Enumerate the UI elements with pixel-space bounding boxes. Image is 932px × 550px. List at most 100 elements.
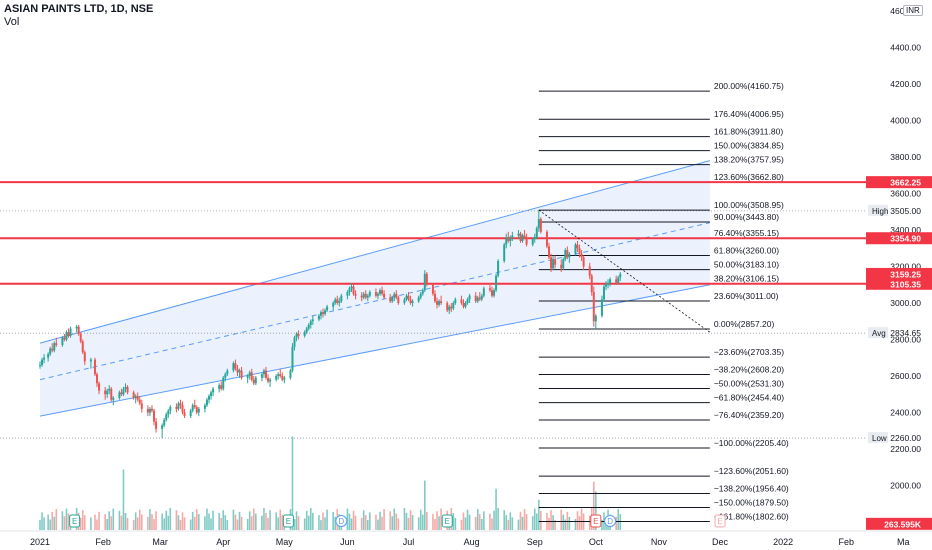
- volume-bar: [409, 510, 412, 530]
- time-tick-label: 2021: [30, 537, 50, 547]
- volume-bar: [383, 509, 385, 530]
- time-tick-label: Jul: [403, 537, 415, 547]
- volume-bar: [96, 519, 98, 530]
- candle-body: [507, 237, 510, 241]
- volume-bar: [252, 508, 255, 530]
- volume-bar: [574, 519, 577, 530]
- candle-body: [379, 290, 382, 294]
- volume-bar: [483, 511, 485, 530]
- candle-body: [311, 319, 314, 322]
- candle-body: [490, 290, 493, 296]
- price-tick-label: 3600.00: [890, 189, 921, 199]
- volume-bar: [525, 514, 528, 530]
- candle-body: [153, 410, 156, 422]
- volume-bar: [305, 510, 308, 530]
- stat-label: Avg: [872, 329, 886, 338]
- candle-body: [260, 374, 263, 378]
- volume-bar: [481, 519, 483, 530]
- volume-bar: [509, 512, 512, 530]
- time-tick-label: May: [276, 537, 294, 547]
- volume-bar: [523, 509, 526, 530]
- price-tick-label: 2200.00: [890, 444, 921, 454]
- candle-body: [446, 303, 449, 311]
- candle-body: [53, 343, 56, 351]
- volume-bar: [507, 520, 510, 530]
- candle-body: [220, 385, 223, 389]
- candle-body: [98, 383, 101, 391]
- candle-body: [433, 293, 436, 302]
- volume-bar: [393, 508, 396, 530]
- candle-body: [124, 386, 127, 389]
- fib-level-label: −161.80%(1802.60): [714, 512, 789, 522]
- volume-bar: [275, 512, 277, 530]
- price-badge-label: 3354.90: [890, 234, 921, 244]
- volume-bar: [108, 511, 111, 530]
- volume-bar: [424, 480, 426, 530]
- candle-body: [146, 408, 149, 413]
- candle-body: [150, 408, 153, 411]
- candle-body: [132, 392, 135, 398]
- candle-body: [212, 388, 215, 393]
- candle-body: [352, 286, 355, 294]
- currency-badge[interactable]: INR: [903, 5, 923, 16]
- volume-bar: [318, 515, 320, 530]
- candle-body: [222, 377, 225, 389]
- candle-body: [61, 337, 64, 345]
- volume-bar: [210, 518, 212, 530]
- volume-bar: [132, 520, 135, 530]
- candle-body: [293, 337, 296, 347]
- candle-body: [41, 359, 44, 366]
- volume-bar: [478, 514, 481, 530]
- candle-body: [169, 407, 172, 411]
- candle-body: [533, 237, 536, 240]
- volume-bar: [538, 499, 540, 530]
- candle-body: [403, 299, 406, 303]
- candle-body: [250, 372, 253, 380]
- candle-body: [163, 419, 166, 426]
- candle-body: [539, 219, 542, 232]
- candle-body: [191, 405, 194, 411]
- candle-body: [476, 297, 479, 302]
- volume-bar: [562, 514, 565, 530]
- volume-bar: [364, 515, 367, 530]
- volume-bar: [226, 520, 229, 530]
- volume-bar: [126, 517, 129, 530]
- price-tick-label: 3400.00: [890, 225, 921, 235]
- volume-bar: [578, 516, 581, 530]
- volume-bar: [381, 516, 383, 530]
- earnings-marker-label: E: [72, 517, 77, 526]
- price-tick-label: 2400.00: [890, 408, 921, 418]
- volume-bar: [411, 515, 414, 530]
- candle-body: [497, 261, 500, 276]
- candle-body: [319, 312, 322, 316]
- candle-body: [564, 250, 567, 260]
- candle-body: [617, 277, 620, 283]
- candle-body: [93, 359, 96, 375]
- candle-body: [47, 354, 50, 358]
- candle-body: [297, 334, 300, 336]
- symbol-title[interactable]: ASIAN PAINTS LTD, 1D, NSE: [4, 3, 154, 15]
- volume-legend[interactable]: Vol: [4, 16, 20, 28]
- candle-body: [136, 396, 139, 400]
- volume-bar: [291, 436, 294, 530]
- candle-body: [448, 306, 451, 311]
- candle-body: [537, 219, 540, 229]
- fib-level-label: 138.20%(3757.95): [714, 155, 784, 165]
- stat-label: High: [872, 207, 888, 216]
- volume-bar: [120, 515, 123, 530]
- candle-body: [193, 405, 196, 408]
- volume-bar: [576, 511, 579, 530]
- volume-bar: [468, 514, 471, 530]
- volume-bar: [511, 517, 514, 530]
- volume-bar: [474, 516, 477, 530]
- dividend-marker-label: D: [607, 517, 613, 526]
- volume-bar: [307, 515, 310, 530]
- volume-bar: [112, 508, 115, 530]
- candle-body: [277, 374, 280, 376]
- candle-body: [562, 259, 565, 269]
- volume-bar: [191, 511, 194, 530]
- volume-bar: [41, 512, 43, 530]
- candle-body: [482, 288, 485, 296]
- volume-bar: [360, 517, 363, 530]
